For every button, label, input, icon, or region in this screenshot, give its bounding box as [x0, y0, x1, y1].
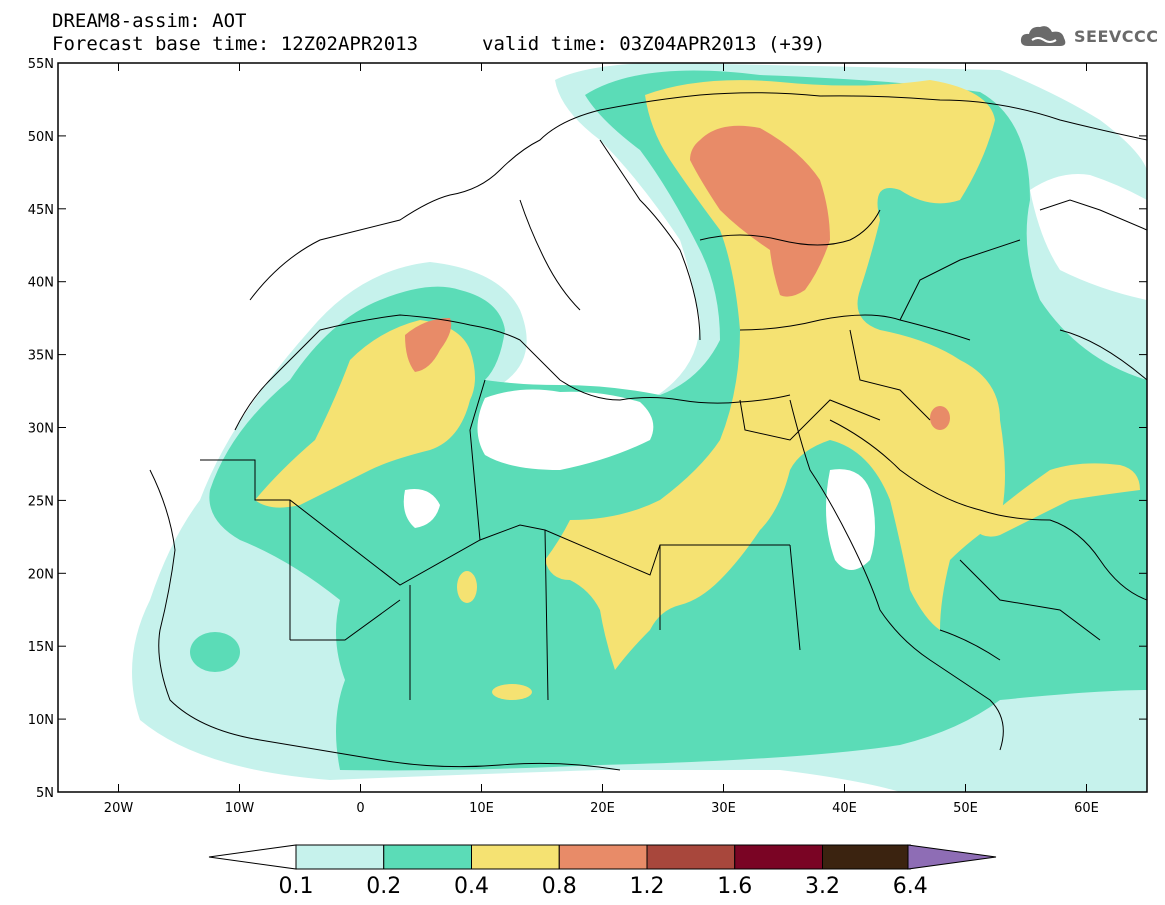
cloud-icon	[1020, 26, 1066, 46]
y-tick-label: 55N	[28, 57, 54, 72]
y-tick-label: 5N	[36, 786, 54, 801]
colorbar-box	[471, 844, 560, 870]
colorbar-label: 0.4	[454, 874, 489, 899]
colorbar-label: 0.8	[542, 874, 577, 899]
colorbar-box	[383, 844, 472, 870]
aot-low-areas	[403, 174, 1147, 570]
y-tick-label: 10N	[28, 713, 54, 728]
colorbar-upper-arrow	[907, 844, 997, 870]
y-tick-label: 50N	[28, 130, 54, 145]
colorbar-label: 6.4	[893, 874, 928, 899]
y-tick-label: 30N	[28, 422, 54, 437]
x-tick-label: 0	[356, 801, 364, 816]
colorbar-label: 1.2	[630, 874, 665, 899]
x-tick-label: 10E	[469, 801, 494, 816]
colorbar-label: 0.2	[366, 874, 401, 899]
y-tick-label: 40N	[28, 276, 54, 291]
x-tick-label: 20W	[104, 801, 134, 816]
valid-time: valid time: 03Z04APR2013 (+39)	[482, 33, 826, 55]
x-tick-label: 30E	[711, 801, 736, 816]
coastlines	[149, 92, 1147, 771]
seevccc-logo: SEEVCCC	[1018, 22, 1159, 50]
logo-text: SEEVCCC	[1074, 26, 1159, 46]
colorbar-label: 0.1	[279, 874, 314, 899]
colorbar: 0.1 0.2 0.4 0.8 1.2 1.6 3.2 6.4	[208, 844, 997, 899]
map-title: DREAM8-assim: AOT	[52, 10, 247, 32]
colorbar-box	[646, 844, 736, 870]
aot-level-0.2	[190, 70, 1147, 771]
forecast-base-time: Forecast base time: 12Z02APR2013	[52, 33, 419, 55]
x-tick-label: 50E	[953, 801, 978, 816]
y-tick-label: 15N	[28, 640, 54, 655]
x-tick-label: 10W	[225, 801, 255, 816]
aot-level-0.8	[405, 125, 950, 430]
colorbar-label: 1.6	[717, 874, 752, 899]
colorbar-box	[558, 844, 648, 870]
y-tick-label: 20N	[28, 567, 54, 582]
colorbar-label: 3.2	[805, 874, 840, 899]
x-axis: 20W 10W 0 10E 20E 30E 40E 50E 60E	[104, 63, 1099, 816]
colorbar-box	[295, 844, 385, 870]
colorbar-lower-arrow	[208, 844, 297, 870]
y-tick-label: 25N	[28, 494, 54, 509]
y-tick-label: 35N	[28, 349, 54, 364]
colorbar-box	[734, 844, 823, 870]
y-tick-label: 45N	[28, 203, 54, 218]
y-axis: 55N 50N 45N 40N 35N 30N 25N 20N 15N 10N 5N	[28, 57, 1147, 801]
aot-field	[58, 63, 1147, 792]
x-tick-label: 60E	[1074, 801, 1099, 816]
x-tick-label: 40E	[832, 801, 857, 816]
colorbar-box	[822, 844, 911, 870]
x-tick-label: 20E	[590, 801, 615, 816]
